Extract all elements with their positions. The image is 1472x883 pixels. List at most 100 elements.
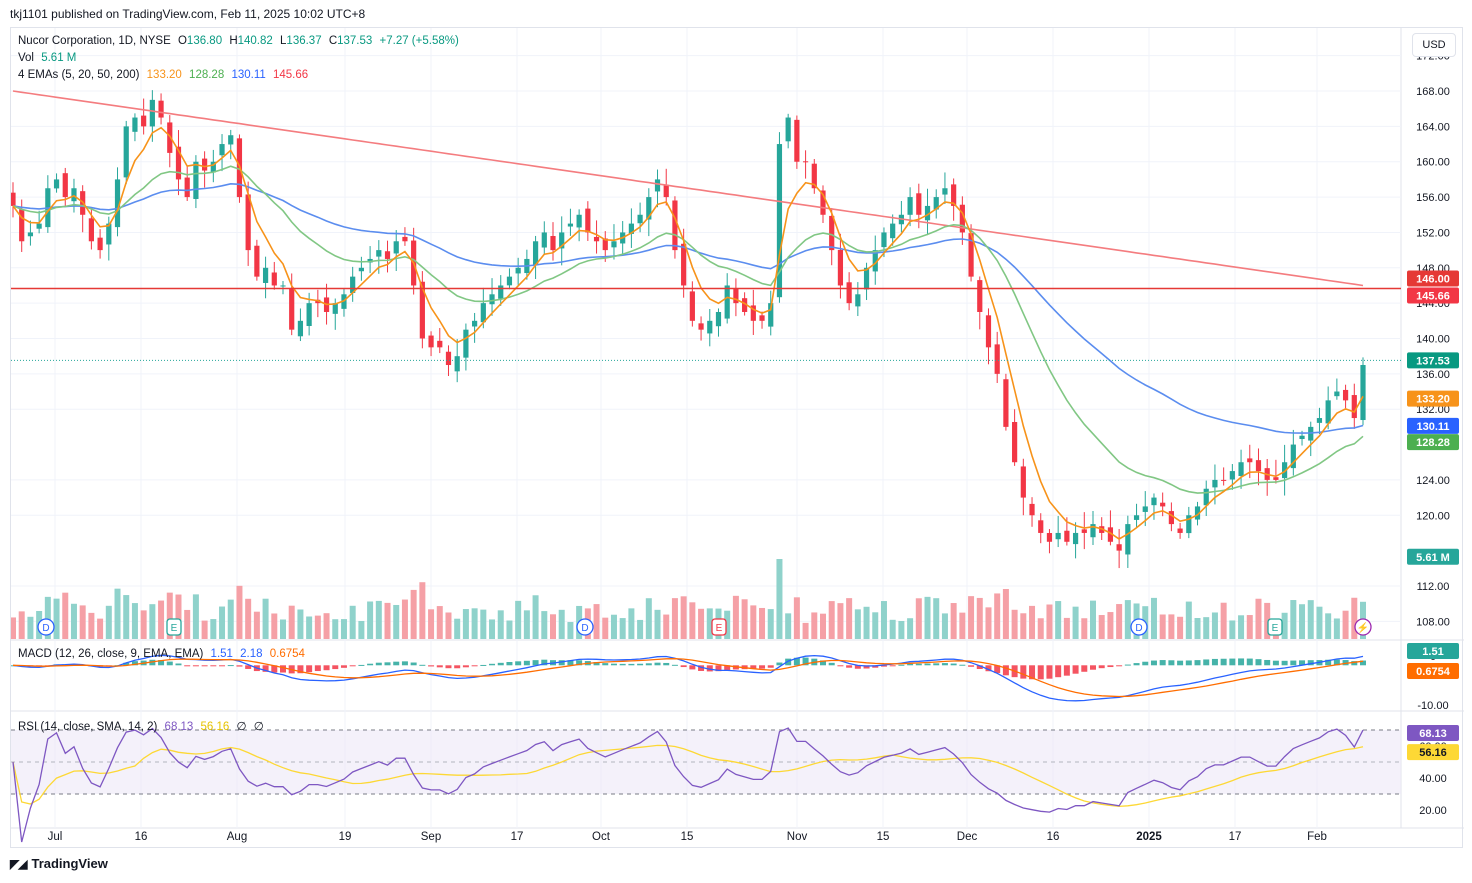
volume-bar bbox=[480, 609, 487, 639]
candle-body bbox=[53, 179, 60, 189]
candle-body bbox=[306, 303, 312, 327]
candle-body bbox=[254, 245, 260, 277]
volume-bar bbox=[985, 607, 992, 639]
candle-body bbox=[1055, 532, 1061, 540]
symbol-title[interactable]: Nucor Corporation, 1D, NYSE bbox=[18, 35, 171, 47]
volume-bar bbox=[645, 598, 652, 639]
candle-body bbox=[1334, 391, 1340, 397]
candle-body bbox=[62, 173, 68, 198]
macd-histogram-bar bbox=[985, 665, 992, 672]
macd-histogram-bar bbox=[567, 660, 574, 666]
macd-histogram-bar bbox=[158, 660, 165, 666]
macd-histogram-bar bbox=[462, 665, 469, 668]
brand-label: TradingView bbox=[31, 856, 108, 871]
volume-bar bbox=[489, 619, 496, 639]
volume-bar bbox=[454, 618, 461, 639]
macd-histogram-bar bbox=[994, 665, 1001, 674]
macd-value: 1.51 bbox=[210, 648, 233, 660]
volume-bar bbox=[288, 605, 295, 639]
price-tick-label: 120.00 bbox=[1416, 510, 1450, 522]
brand[interactable]: ◤◢ TradingView bbox=[10, 856, 108, 871]
macd-histogram-bar bbox=[428, 665, 435, 667]
macd-histogram-bar bbox=[1081, 665, 1088, 672]
macd-histogram-bar bbox=[297, 665, 304, 674]
candle-body bbox=[1290, 444, 1296, 469]
volume-bar bbox=[759, 607, 766, 639]
candle-body bbox=[71, 188, 77, 202]
macd-histogram-bar bbox=[323, 665, 330, 671]
open-label: O bbox=[177, 35, 187, 47]
candle-body bbox=[890, 223, 896, 239]
candle-body bbox=[210, 161, 216, 173]
macd-histogram-bar bbox=[1002, 665, 1009, 676]
macd-histogram-bar bbox=[410, 662, 417, 666]
macd-histogram-bar bbox=[419, 664, 426, 666]
volume-bar bbox=[654, 609, 661, 639]
volume-label[interactable]: Vol bbox=[18, 52, 34, 64]
volume-bar bbox=[898, 620, 905, 639]
time-tick-label: Dec bbox=[957, 831, 978, 843]
volume-bar bbox=[968, 596, 975, 639]
macd-histogram-bar bbox=[863, 665, 870, 669]
macd-histogram-bar bbox=[515, 661, 522, 666]
candle-body bbox=[280, 285, 286, 287]
ema-label[interactable]: 4 EMAs (5, 20, 50, 200) bbox=[18, 69, 140, 81]
chart-canvas[interactable]: 172.00168.00164.00160.00156.00152.00148.… bbox=[11, 28, 1464, 849]
candle-body bbox=[515, 267, 521, 274]
volume-bar bbox=[976, 597, 983, 639]
macd-histogram-bar bbox=[358, 664, 365, 666]
volume-bar bbox=[358, 620, 365, 639]
candle-body bbox=[1038, 520, 1044, 533]
volume-bar bbox=[245, 598, 252, 639]
volume-bar bbox=[941, 613, 948, 639]
price-badge bbox=[1407, 417, 1459, 434]
volume-bar bbox=[219, 606, 226, 639]
rsi-label[interactable]: RSI (14, close, SMA, 14, 2) bbox=[18, 721, 158, 733]
price-tick-label: 140.00 bbox=[1416, 334, 1450, 346]
volume-bar bbox=[1046, 604, 1053, 639]
volume-bar bbox=[44, 596, 51, 639]
time-tick-label: Sep bbox=[421, 831, 441, 843]
price-tick-label: 108.00 bbox=[1416, 616, 1450, 628]
macd-histogram-bar bbox=[1255, 659, 1262, 666]
macd-histogram-bar bbox=[480, 664, 487, 666]
volume-bar bbox=[1055, 601, 1062, 639]
candle-body bbox=[907, 197, 913, 215]
ema20-value: 128.28 bbox=[189, 69, 225, 81]
volume-bar bbox=[1203, 617, 1210, 639]
change-value: +7.27 (+5.58%) bbox=[379, 35, 459, 47]
volume-bar bbox=[1150, 597, 1157, 639]
candle-body bbox=[480, 303, 486, 323]
ema5-value: 133.20 bbox=[146, 69, 182, 81]
macd-histogram-bar bbox=[907, 663, 914, 666]
volume-bar bbox=[619, 618, 626, 639]
macd-badge bbox=[1407, 643, 1459, 659]
macd-histogram-bar bbox=[471, 665, 478, 667]
currency-button[interactable]: USD bbox=[1412, 33, 1456, 57]
volume-bar bbox=[698, 608, 705, 639]
dividend-marker bbox=[576, 618, 594, 636]
ema200-value: 145.66 bbox=[272, 69, 309, 81]
macd-histogram-bar bbox=[219, 665, 226, 667]
candle-body bbox=[202, 158, 208, 171]
candle-body bbox=[768, 303, 774, 327]
macd-histogram-bar bbox=[671, 664, 678, 666]
candle-body bbox=[1151, 497, 1157, 506]
macd-histogram-bar bbox=[306, 665, 313, 673]
macd-histogram-bar bbox=[715, 665, 722, 672]
volume-bar bbox=[959, 612, 966, 639]
volume-bar bbox=[1307, 600, 1314, 639]
macd-histogram-bar bbox=[131, 661, 138, 666]
candle-body bbox=[837, 249, 844, 286]
candle-body bbox=[916, 193, 922, 215]
chart-frame[interactable]: 172.00168.00164.00160.00156.00152.00148.… bbox=[10, 27, 1464, 849]
volume-bar bbox=[123, 595, 130, 639]
macd-histogram-bar bbox=[880, 665, 887, 667]
macd-histogram-bar bbox=[332, 665, 339, 670]
high-value: 140.82 bbox=[237, 35, 273, 47]
macd-signal-value: 2.18 bbox=[240, 648, 263, 660]
macd-histogram-bar bbox=[436, 665, 443, 668]
volume-bar bbox=[428, 609, 435, 639]
macd-label[interactable]: MACD (12, 26, close, 9, EMA, EMA) bbox=[18, 648, 204, 660]
candle-body bbox=[881, 232, 887, 248]
